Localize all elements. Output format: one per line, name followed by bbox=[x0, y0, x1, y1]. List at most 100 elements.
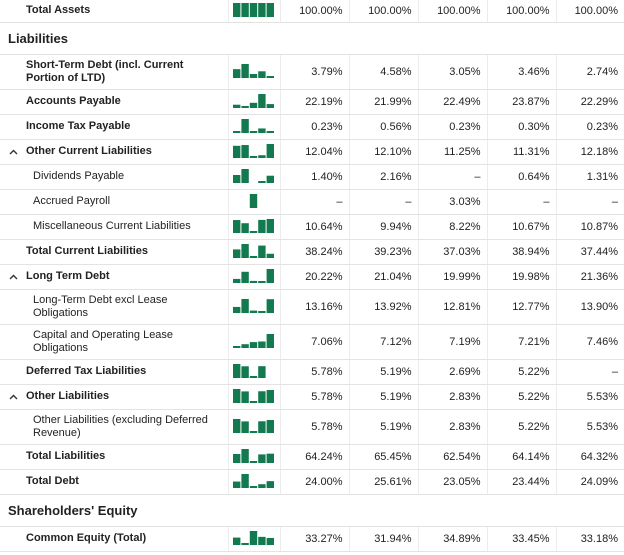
sparkline-cell bbox=[227, 89, 280, 115]
value-cell: 23.05% bbox=[417, 469, 487, 495]
value-cell: 23.87% bbox=[486, 89, 556, 115]
row-label: Total Current Liabilities bbox=[0, 239, 228, 265]
sparkline-bar bbox=[241, 543, 249, 545]
value-cell: 12.18% bbox=[555, 139, 624, 165]
value-cell: 33.45% bbox=[486, 526, 556, 552]
value-cell: 2.83% bbox=[417, 384, 487, 410]
value-cell: 7.12% bbox=[348, 324, 418, 360]
value-cell: 24.00% bbox=[279, 469, 349, 495]
value-cell: 8.22% bbox=[417, 214, 487, 240]
row-label: Capital and Operating Lease Obligations bbox=[0, 324, 228, 360]
sparkline bbox=[233, 244, 274, 258]
sparkline bbox=[233, 449, 274, 463]
sparkline-cell bbox=[227, 189, 280, 215]
sparkline-bar bbox=[258, 94, 266, 108]
sparkline-bar bbox=[266, 390, 274, 403]
sparkline bbox=[233, 474, 274, 488]
sparkline-bar bbox=[241, 119, 249, 133]
sparkline-cell bbox=[227, 54, 280, 90]
sparkline-bar bbox=[266, 299, 274, 313]
sparkline-bar bbox=[241, 64, 249, 78]
sparkline-bar bbox=[249, 310, 258, 313]
sparkline-bar bbox=[233, 389, 241, 403]
row-label: Total Debt bbox=[0, 469, 228, 495]
row-label: Accounts Payable bbox=[0, 89, 228, 115]
value-cell: 5.78% bbox=[279, 384, 349, 410]
value-cell: 13.90% bbox=[555, 289, 624, 325]
sparkline-bar bbox=[258, 536, 266, 545]
sparkline-bar bbox=[266, 3, 274, 18]
sparkline-bar bbox=[258, 366, 266, 378]
table-row: Other Liabilities (excluding Deferred Re… bbox=[0, 409, 624, 445]
sparkline-bar bbox=[258, 71, 266, 78]
value-cell: 13.92% bbox=[348, 289, 418, 325]
sparkline bbox=[233, 299, 274, 313]
value-cell: 2.83% bbox=[417, 409, 487, 445]
value-cell: 0.23% bbox=[279, 114, 349, 140]
sparkline bbox=[233, 269, 274, 283]
value-cell: – bbox=[555, 359, 624, 385]
table-row[interactable]: Other Liabilities 5.78% 5.19% 2.83% 5.22% 5.5… bbox=[0, 384, 624, 410]
value-cell: 10.64% bbox=[279, 214, 349, 240]
value-cell: 5.53% bbox=[555, 384, 624, 410]
value-cell: 3.79% bbox=[279, 54, 349, 90]
table-row[interactable]: Long Term Debt 20.22% 21.04% 19.99% 19.98% 21… bbox=[0, 264, 624, 290]
row-label: Other Liabilities (excluding Deferred Re… bbox=[0, 409, 228, 445]
value-cell: 100.00% bbox=[417, 0, 487, 23]
sparkline-bar bbox=[241, 145, 249, 158]
sparkline-bar bbox=[266, 175, 274, 183]
value-cell: 12.10% bbox=[348, 139, 418, 165]
row-label: Total Liabilities bbox=[0, 444, 228, 470]
sparkline-bar bbox=[266, 253, 274, 258]
sparkline-bar bbox=[249, 231, 258, 233]
sparkline-bar bbox=[233, 175, 241, 183]
sparkline-bar bbox=[249, 531, 258, 545]
expand-chevron[interactable] bbox=[9, 393, 18, 401]
value-cell: 100.00% bbox=[348, 0, 418, 23]
value-cell: 11.25% bbox=[417, 139, 487, 165]
value-cell: 0.30% bbox=[486, 114, 556, 140]
section-title: Shareholders' Equity bbox=[0, 494, 624, 527]
sparkline-bar bbox=[258, 484, 266, 488]
row-label: Short-Term Debt (incl. Current Portion o… bbox=[0, 54, 228, 90]
sparkline-cell bbox=[227, 469, 280, 495]
sparkline-bar bbox=[258, 421, 266, 433]
sparkline-cell bbox=[227, 239, 280, 265]
value-cell: 2.69% bbox=[417, 359, 487, 385]
sparkline-bar bbox=[233, 3, 241, 18]
section-row: Liabilities bbox=[0, 22, 624, 55]
sparkline-cell bbox=[227, 384, 280, 410]
value-cell: 22.29% bbox=[555, 89, 624, 115]
value-cell: 65.45% bbox=[348, 444, 418, 470]
value-cell: 3.46% bbox=[486, 54, 556, 90]
sparkline-bar bbox=[241, 421, 249, 433]
expand-chevron[interactable] bbox=[9, 148, 18, 156]
table-row: Common Equity (Total) 33.27% 31.94% 34.89% 3… bbox=[0, 526, 624, 552]
sparkline-cell bbox=[227, 526, 280, 552]
sparkline bbox=[233, 219, 274, 233]
table-row[interactable]: Other Current Liabilities 12.04% 12.10% 11.… bbox=[0, 139, 624, 165]
value-cell: 62.54% bbox=[417, 444, 487, 470]
sparkline-bar bbox=[249, 401, 258, 403]
value-cell: 21.04% bbox=[348, 264, 418, 290]
sparkline-bar bbox=[258, 219, 266, 233]
value-cell: 7.46% bbox=[555, 324, 624, 360]
chevron-icon bbox=[9, 274, 18, 279]
sparkline bbox=[233, 3, 274, 18]
table-row: Short-Term Debt (incl. Current Portion o… bbox=[0, 54, 624, 90]
sparkline bbox=[233, 531, 274, 545]
sparkline-cell bbox=[227, 0, 280, 23]
expand-chevron[interactable] bbox=[9, 273, 18, 281]
value-cell: 5.22% bbox=[486, 384, 556, 410]
sparkline-bar bbox=[258, 128, 266, 133]
sparkline-bar bbox=[249, 280, 258, 283]
value-cell: 12.04% bbox=[279, 139, 349, 165]
value-cell: 23.44% bbox=[486, 469, 556, 495]
sparkline-bar bbox=[266, 420, 274, 433]
sparkline-bar bbox=[241, 391, 249, 403]
row-label: Long Term Debt bbox=[0, 264, 228, 290]
sparkline-bar bbox=[249, 461, 258, 463]
sparkline-bar bbox=[233, 346, 241, 348]
value-cell: 22.49% bbox=[417, 89, 487, 115]
